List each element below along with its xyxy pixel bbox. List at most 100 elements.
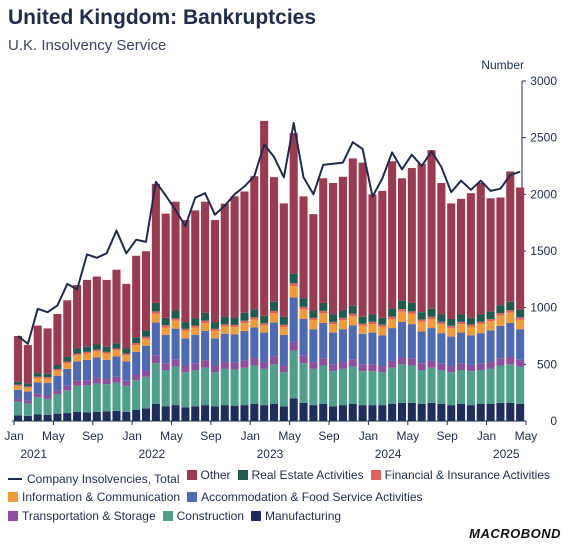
bar-segment-financial-insurance-activities <box>329 321 338 325</box>
bar-segment-transportation-storage <box>181 365 190 373</box>
legend-color-swatch <box>8 511 18 521</box>
bar-segment-accommodation-food-service-activities <box>92 357 101 378</box>
bar-segment-information-communication <box>358 325 367 334</box>
bar-segment-transportation-storage <box>427 360 436 368</box>
bar-segment-transportation-storage <box>73 380 82 386</box>
bar-segment-construction <box>161 370 170 407</box>
bar-segment-financial-insurance-activities <box>496 313 505 316</box>
bar-segment-accommodation-food-service-activities <box>112 356 121 377</box>
bar-segment-construction <box>230 369 239 406</box>
bar-segment-other <box>210 220 219 323</box>
bar-segment-transportation-storage <box>348 359 357 367</box>
bar-segment-transportation-storage <box>476 363 485 370</box>
bar-segment-other <box>240 191 249 313</box>
bar-segment-transportation-storage <box>260 362 269 369</box>
legend-color-swatch <box>251 511 262 521</box>
bar-segment-manufacturing <box>122 411 131 421</box>
bar-segment-manufacturing <box>53 413 62 421</box>
bar-segment-accommodation-food-service-activities <box>358 333 367 365</box>
bar-segment-information-communication <box>319 313 328 323</box>
bar-segment-accommodation-food-service-activities <box>516 329 525 360</box>
bar-segment-real-estate-activities <box>417 312 426 320</box>
bar-segment-accommodation-food-service-activities <box>417 331 426 364</box>
bar-segment-information-communication <box>33 377 42 383</box>
bar-segment-accommodation-food-service-activities <box>63 368 72 386</box>
bar-segment-construction <box>299 363 308 403</box>
bar-segment-transportation-storage <box>201 360 210 368</box>
bar-segment-financial-insurance-activities <box>417 319 426 322</box>
bar-segment-real-estate-activities <box>92 344 101 350</box>
bar-segment-financial-insurance-activities <box>457 321 466 325</box>
bar-segment-real-estate-activities <box>378 317 387 325</box>
bar-segment-manufacturing <box>407 402 416 421</box>
bar-segment-accommodation-food-service-activities <box>309 329 318 363</box>
bar-segment-construction <box>486 368 495 404</box>
bar-segment-real-estate-activities <box>181 322 190 329</box>
bar-segment-other <box>171 201 180 311</box>
bar-segment-transportation-storage <box>516 359 525 367</box>
bar-segment-information-communication <box>43 378 52 384</box>
bar-segment-real-estate-activities <box>23 383 32 387</box>
bar-segment-construction <box>309 368 318 406</box>
bar-segment-manufacturing <box>368 405 377 421</box>
bar-segment-financial-insurance-activities <box>141 336 151 339</box>
bar-segment-transportation-storage <box>329 364 338 372</box>
bar-segment-other <box>122 283 131 349</box>
bar-segment-real-estate-activities <box>319 302 328 311</box>
bar-segment-information-communication <box>132 345 141 352</box>
bar-segment-transportation-storage <box>33 393 42 398</box>
bar-segment-financial-insurance-activities <box>240 320 249 323</box>
bar-segment-real-estate-activities <box>299 298 308 307</box>
bar-segment-manufacturing <box>220 405 229 421</box>
bar-segment-financial-insurance-activities <box>132 343 141 346</box>
bar-segment-transportation-storage <box>132 374 141 381</box>
legend-label: Information & Communication <box>22 490 181 504</box>
y-tick-label: 2000 <box>530 187 557 201</box>
bar-segment-financial-insurance-activities <box>181 328 190 331</box>
bar-segment-information-communication <box>299 309 308 319</box>
bar-segment-manufacturing <box>14 415 23 421</box>
bar-segment-other <box>407 168 416 303</box>
bar-segment-accommodation-food-service-activities <box>289 297 298 342</box>
bar-segment-financial-insurance-activities <box>53 368 62 371</box>
bar-segment-information-communication <box>279 326 288 335</box>
bar-segment-other <box>447 203 456 319</box>
bar-segment-accommodation-food-service-activities <box>230 334 239 363</box>
legend-item: Transportation & Storage <box>8 507 156 525</box>
bar-segment-construction <box>220 368 229 406</box>
bar-segment-manufacturing <box>388 404 397 421</box>
bar-segment-real-estate-activities <box>141 330 151 337</box>
bar-segment-financial-insurance-activities <box>23 386 32 388</box>
bar-segment-information-communication <box>260 325 269 333</box>
bar-segment-other <box>348 158 357 306</box>
bar-segment-other <box>388 161 397 309</box>
bar-segment-transportation-storage <box>496 358 505 366</box>
bar-segment-manufacturing <box>279 406 288 421</box>
y-tick-label: 1500 <box>530 244 557 258</box>
bar-segment-information-communication <box>457 324 466 333</box>
bar-segment-information-communication <box>73 355 82 362</box>
bar-segment-accommodation-food-service-activities <box>378 335 387 367</box>
bar-segment-real-estate-activities <box>171 310 180 319</box>
bar-segment-accommodation-food-service-activities <box>181 338 190 366</box>
bar-segment-transportation-storage <box>417 363 426 370</box>
legend-color-swatch <box>8 492 18 502</box>
bar-segment-information-communication <box>201 322 210 331</box>
stacked-bar-chart: 0 500 1000 1500 2000 2500 3000 Number Jan 2021 May… <box>4 58 557 460</box>
bar-segment-construction <box>319 365 328 404</box>
bar-segment-real-estate-activities <box>240 312 249 321</box>
legend-color-swatch <box>237 470 248 480</box>
bar-segment-accommodation-food-service-activities <box>476 333 485 364</box>
bar-segment-information-communication <box>397 311 407 322</box>
legend-label: Financial & Insurance Activities <box>384 468 551 482</box>
x-tick-label-month: Jan <box>4 429 23 443</box>
bar-segment-transportation-storage <box>14 398 23 402</box>
bar-segment-manufacturing <box>63 413 72 421</box>
bar-segment-financial-insurance-activities <box>516 317 525 320</box>
bar-segment-accommodation-food-service-activities <box>368 332 377 365</box>
bar-segment-real-estate-activities <box>82 346 91 352</box>
bar-segment-real-estate-activities <box>427 308 436 317</box>
bar-segment-construction <box>338 368 347 406</box>
bar-segment-manufacturing <box>486 404 495 421</box>
bar-segment-other <box>102 279 111 347</box>
